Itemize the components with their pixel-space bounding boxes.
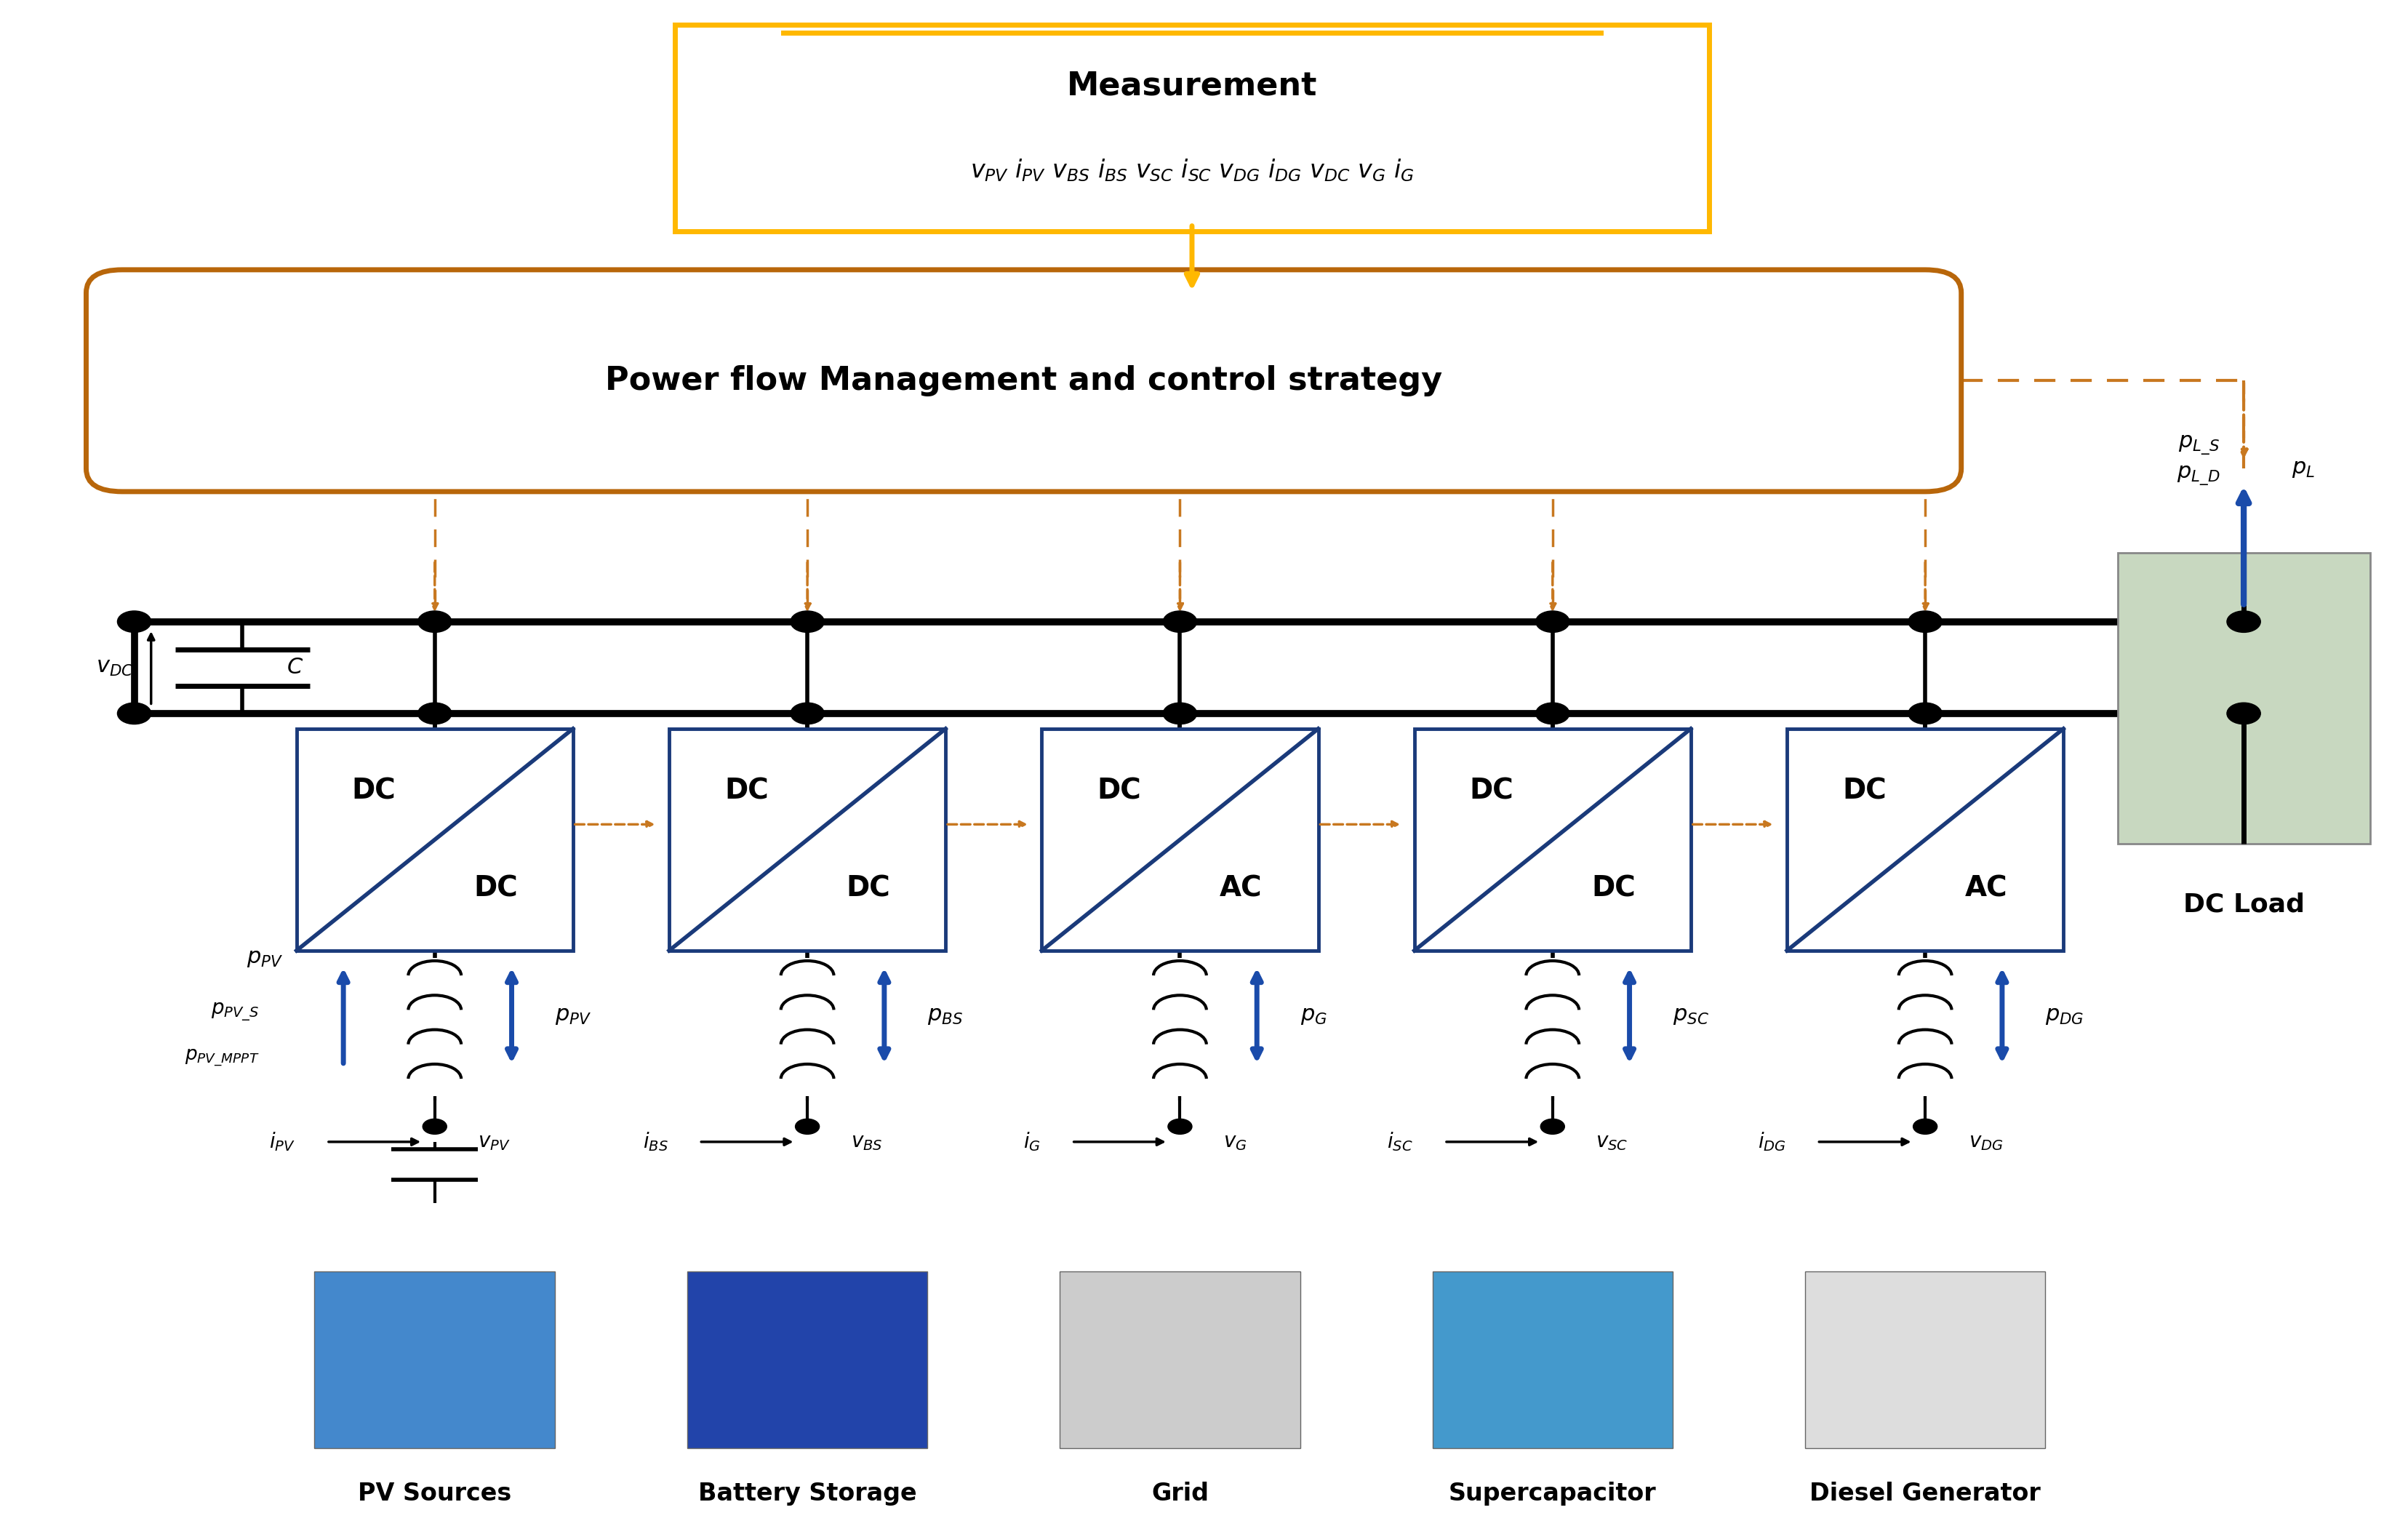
Text: $p_{BS}$: $p_{BS}$ <box>927 1005 963 1026</box>
Text: DC: DC <box>845 874 891 902</box>
Circle shape <box>1163 703 1197 724</box>
Text: $v_{BS}$: $v_{BS}$ <box>850 1132 881 1152</box>
Text: $p_{DG}$: $p_{DG}$ <box>2044 1005 2085 1026</box>
Text: DC: DC <box>1592 874 1635 902</box>
Circle shape <box>1536 703 1570 724</box>
Text: $v_{DG}$: $v_{DG}$ <box>1967 1132 2003 1152</box>
Text: $p_{PV\_MPPT}$: $p_{PV\_MPPT}$ <box>185 1048 260 1068</box>
Text: $v_{PV}$: $v_{PV}$ <box>479 1132 510 1152</box>
Text: DC: DC <box>725 778 768 805</box>
Circle shape <box>1914 1118 1936 1134</box>
Text: $C$: $C$ <box>287 657 303 678</box>
Bar <box>2117 552 2369 844</box>
FancyBboxPatch shape <box>1413 729 1690 951</box>
Text: DC: DC <box>1469 778 1515 805</box>
FancyBboxPatch shape <box>669 729 946 951</box>
Text: $i_{BS}$: $i_{BS}$ <box>643 1131 667 1154</box>
Text: Measurement: Measurement <box>1067 71 1317 101</box>
Text: DC Load: DC Load <box>2184 893 2304 917</box>
Circle shape <box>419 703 453 724</box>
Text: $p_G$: $p_G$ <box>1300 1005 1327 1026</box>
Circle shape <box>1910 611 1941 632</box>
Text: DC: DC <box>352 778 395 805</box>
Text: $i_{SC}$: $i_{SC}$ <box>1387 1131 1413 1154</box>
Circle shape <box>118 611 152 632</box>
Circle shape <box>795 1118 819 1134</box>
Text: Grid: Grid <box>1151 1482 1209 1506</box>
Text: $i_{PV}$: $i_{PV}$ <box>270 1131 296 1154</box>
Text: $p_{SC}$: $p_{SC}$ <box>1674 1005 1710 1026</box>
Text: PV Sources: PV Sources <box>359 1482 510 1506</box>
Bar <box>315 1272 554 1448</box>
Text: DC: DC <box>1842 778 1885 805</box>
Bar <box>1806 1272 2044 1448</box>
Circle shape <box>1168 1118 1192 1134</box>
Text: DC: DC <box>1098 778 1141 805</box>
Circle shape <box>424 1118 448 1134</box>
Text: AC: AC <box>1965 874 2008 902</box>
Text: DC: DC <box>474 874 518 902</box>
Text: $i_{DG}$: $i_{DG}$ <box>1758 1131 1787 1154</box>
Text: $v_{DC}$: $v_{DC}$ <box>96 657 135 678</box>
FancyBboxPatch shape <box>296 729 573 951</box>
Circle shape <box>1910 703 1941 724</box>
Bar <box>1433 1272 1674 1448</box>
Text: $p_{PV}$: $p_{PV}$ <box>554 1005 592 1026</box>
Circle shape <box>1541 1118 1565 1134</box>
Circle shape <box>2227 611 2261 632</box>
Text: AC: AC <box>1218 874 1262 902</box>
Circle shape <box>1163 611 1197 632</box>
Text: $i_G$: $i_G$ <box>1023 1131 1040 1154</box>
Text: $p_{PV\_S}$: $p_{PV\_S}$ <box>212 1000 260 1023</box>
FancyBboxPatch shape <box>1787 729 2064 951</box>
Text: Power flow Management and control strategy: Power flow Management and control strate… <box>604 365 1442 396</box>
Text: Supercapacitor: Supercapacitor <box>1450 1482 1657 1506</box>
Circle shape <box>118 703 152 724</box>
Circle shape <box>419 611 453 632</box>
FancyBboxPatch shape <box>1043 729 1317 951</box>
Circle shape <box>1536 611 1570 632</box>
Circle shape <box>2227 703 2261 724</box>
Bar <box>1060 1272 1300 1448</box>
FancyBboxPatch shape <box>674 25 1710 232</box>
Text: $v_{PV}\ i_{PV}\ v_{BS}\ i_{BS}\ v_{SC}\ i_{SC}\ v_{DG}\ i_{DG}\ v_{DC}\ v_G\ i_: $v_{PV}\ i_{PV}\ v_{BS}\ i_{BS}\ v_{SC}\… <box>970 158 1413 183</box>
Text: Battery Storage: Battery Storage <box>698 1482 917 1506</box>
Text: $p_{PV}$: $p_{PV}$ <box>246 948 284 969</box>
Text: Diesel Generator: Diesel Generator <box>1811 1482 2040 1506</box>
Text: $p_{L\_D}$: $p_{L\_D}$ <box>2177 465 2220 488</box>
Bar <box>686 1272 927 1448</box>
Circle shape <box>790 703 824 724</box>
Text: $v_G$: $v_G$ <box>1223 1132 1247 1152</box>
Circle shape <box>790 611 824 632</box>
Text: $p_{L\_S}$: $p_{L\_S}$ <box>2179 434 2220 457</box>
Text: $p_L$: $p_L$ <box>2292 459 2314 479</box>
FancyBboxPatch shape <box>87 270 1960 491</box>
Text: $v_{SC}$: $v_{SC}$ <box>1597 1132 1628 1152</box>
